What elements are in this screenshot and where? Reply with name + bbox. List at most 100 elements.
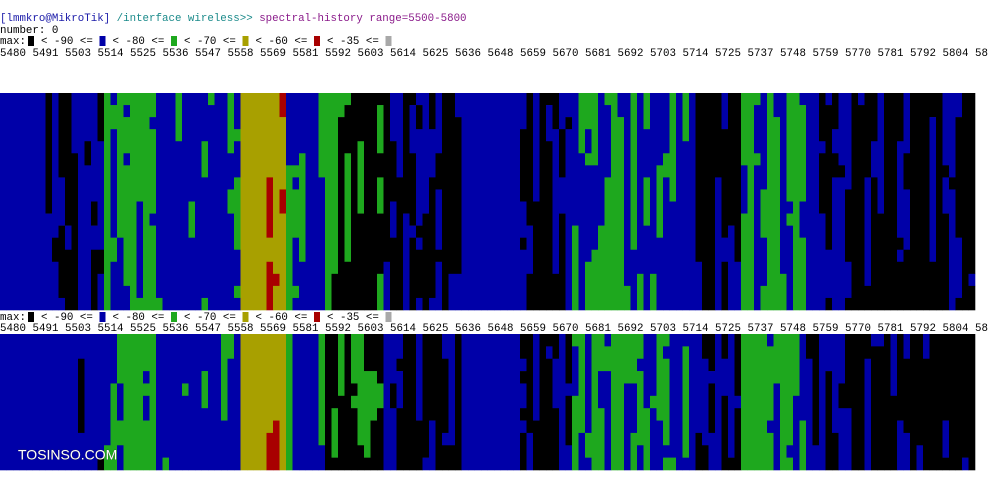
spectrum-cell bbox=[624, 285, 631, 311]
spectrum-cell bbox=[819, 141, 826, 154]
spectrum-cell bbox=[721, 93, 729, 130]
spectrum-cell bbox=[955, 237, 963, 299]
spectrum-cell bbox=[520, 201, 527, 238]
spectrum-cell bbox=[858, 105, 865, 311]
spectrum-cell bbox=[715, 177, 722, 311]
legend-threshold: < -35 <= bbox=[327, 36, 379, 48]
spectrum-cell bbox=[110, 105, 118, 130]
frequency-label: 5759 bbox=[813, 323, 839, 335]
spectrum-cell bbox=[832, 93, 839, 130]
spectrum-cell bbox=[227, 358, 235, 471]
spectrum-cell bbox=[221, 93, 228, 311]
spectrum-cell bbox=[227, 153, 235, 190]
spectrum-cell bbox=[325, 93, 332, 311]
spectrum-cell bbox=[903, 249, 911, 311]
spectrum-cell bbox=[520, 383, 527, 409]
spectrum-cell bbox=[604, 371, 612, 471]
spectrum-cell bbox=[409, 153, 417, 226]
spectrum-cell bbox=[572, 395, 579, 471]
spectrum-cell bbox=[565, 445, 573, 471]
spectrum-cell bbox=[234, 285, 241, 299]
spectrum-cell bbox=[702, 93, 709, 311]
spectrum-cell bbox=[143, 371, 150, 384]
frequency-label: 5514 bbox=[98, 323, 124, 335]
spectrum-cell bbox=[331, 457, 339, 471]
spectrum-cell bbox=[572, 93, 579, 226]
spectrum-cell bbox=[377, 334, 384, 384]
spectrum-cell bbox=[435, 249, 443, 263]
spectrum-cell bbox=[481, 93, 488, 311]
spectrum-cell bbox=[611, 93, 618, 311]
spectrum-cell bbox=[234, 141, 241, 178]
spectrum-cell bbox=[234, 177, 241, 251]
spectrum-cell bbox=[195, 334, 202, 471]
spectrum-cell bbox=[552, 358, 560, 409]
frequency-label: 5670 bbox=[553, 48, 579, 60]
spectrum-cell bbox=[344, 334, 352, 471]
spectrum-cell bbox=[591, 93, 599, 166]
spectrum-cell bbox=[539, 334, 547, 471]
spectrum-cell bbox=[897, 334, 904, 421]
spectrum-cell bbox=[845, 189, 852, 263]
spectrum-cell bbox=[188, 237, 196, 311]
spectrum-cell bbox=[156, 93, 163, 299]
spectrum-cell bbox=[897, 249, 904, 263]
legend-label: max: bbox=[0, 36, 26, 48]
prompt-path: /interface wireless>> bbox=[117, 13, 253, 25]
spectrum-cell bbox=[65, 334, 72, 471]
spectrum-cell bbox=[403, 93, 410, 214]
frequency-label: 5725 bbox=[715, 323, 741, 335]
spectrum-cell bbox=[292, 334, 300, 471]
frequency-label: 5792 bbox=[910, 48, 936, 60]
spectrum-cell bbox=[110, 261, 118, 311]
spectrum-cell bbox=[169, 334, 176, 471]
spectrum-cell bbox=[864, 285, 872, 311]
spectrum-cell bbox=[344, 93, 352, 106]
spectrum-cell bbox=[890, 395, 898, 471]
spectrum-cell bbox=[312, 93, 319, 311]
spectrum-cell bbox=[188, 334, 196, 471]
spectrum-cell bbox=[650, 334, 657, 397]
spectrum-cell bbox=[617, 334, 625, 471]
spectrum-cell bbox=[19, 93, 27, 311]
spectrum-cell bbox=[539, 93, 547, 311]
spectrum-cell bbox=[786, 457, 794, 471]
spectrum-cell bbox=[377, 408, 384, 471]
frequency-label: 5503 bbox=[65, 323, 91, 335]
spectrum-cell bbox=[598, 334, 605, 372]
spectrum-cell bbox=[669, 201, 677, 311]
spectrum-cell bbox=[201, 408, 209, 471]
spectrum-cell bbox=[585, 153, 592, 166]
spectrum-cell bbox=[728, 225, 735, 311]
spectrum-cell bbox=[806, 358, 813, 471]
spectrum-cell bbox=[383, 261, 391, 311]
spectrum-cell bbox=[689, 334, 696, 471]
frequency-label: 5748 bbox=[780, 323, 806, 335]
spectrum-cell bbox=[864, 93, 872, 178]
spectrum-cell bbox=[182, 93, 189, 311]
spectrum-cell bbox=[845, 93, 852, 190]
spectrum-cell bbox=[572, 334, 579, 347]
spectrum-cell bbox=[604, 334, 612, 347]
spectrum-cell bbox=[351, 383, 358, 397]
spectrum-cell bbox=[364, 371, 371, 458]
spectrum-cell bbox=[702, 358, 709, 446]
spectrum-cell bbox=[598, 371, 605, 409]
spectrum-cell bbox=[123, 285, 131, 311]
spectrum-cell bbox=[370, 334, 378, 372]
legend-swatch bbox=[99, 36, 106, 46]
spectrum-cell bbox=[435, 93, 443, 154]
frequency-label: 5636 bbox=[455, 323, 481, 335]
spectrum-cell bbox=[448, 273, 456, 311]
spectrum-cell bbox=[598, 225, 605, 311]
spectrum-cell bbox=[305, 334, 313, 471]
spectrum-cell bbox=[942, 457, 950, 471]
spectrum-cell bbox=[279, 117, 287, 190]
spectrum-cell bbox=[780, 334, 787, 471]
spectrum-cell bbox=[630, 93, 638, 251]
spectrum-cell bbox=[910, 93, 917, 311]
spectrum-cell bbox=[845, 261, 852, 299]
spectrum-cell bbox=[390, 408, 397, 471]
spectrum-cell bbox=[487, 93, 495, 311]
